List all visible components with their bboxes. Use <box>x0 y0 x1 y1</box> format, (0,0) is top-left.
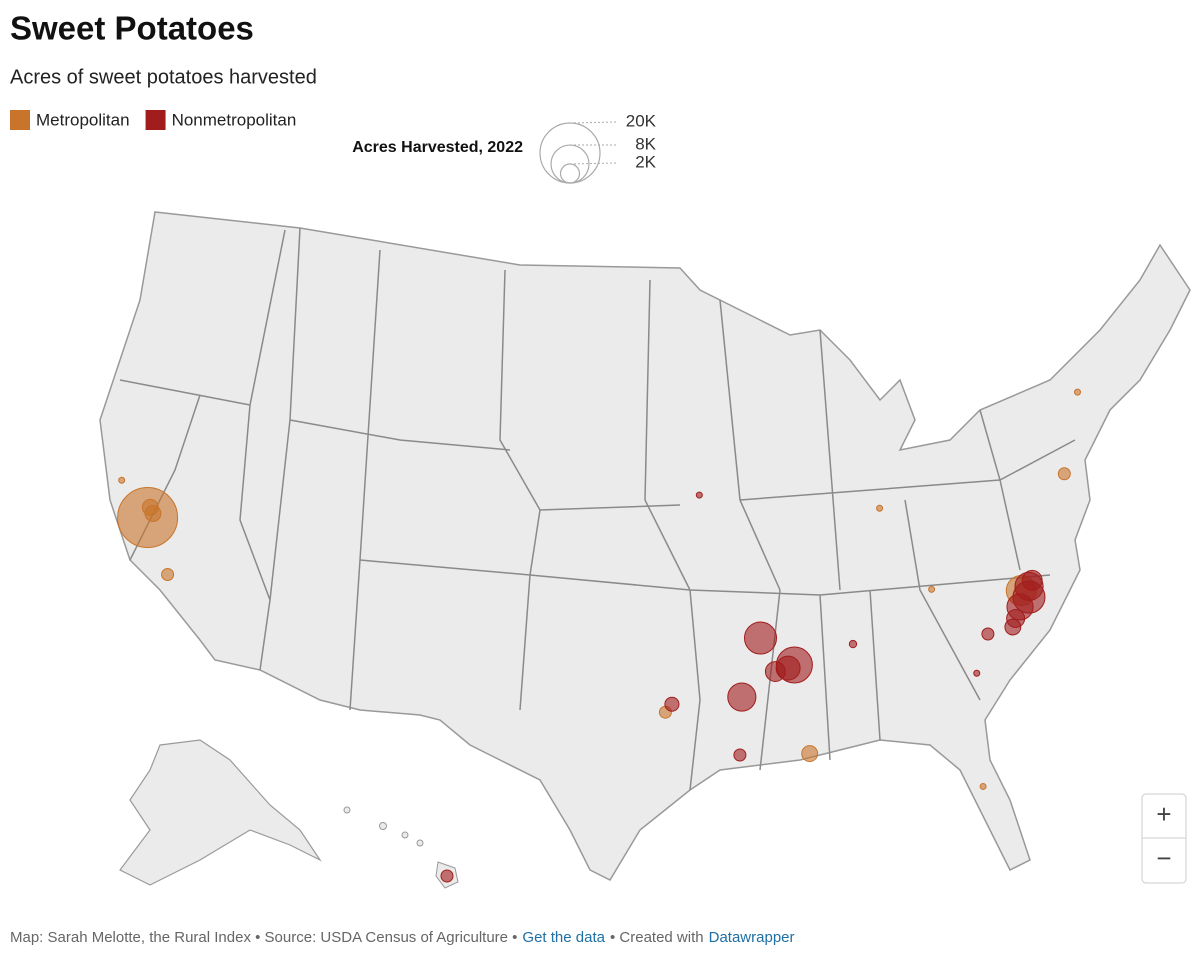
legend-label: Nonmetropolitan <box>172 110 297 129</box>
bubble <box>162 568 174 580</box>
size-legend-label: 2K <box>635 152 656 171</box>
bubble <box>849 640 856 647</box>
size-legend-circle <box>561 164 580 183</box>
bubble <box>1075 389 1081 395</box>
size-legend-leader <box>570 163 616 164</box>
size-legend-title: Acres Harvested, 2022 <box>352 139 523 156</box>
bubble <box>665 697 679 711</box>
bubble <box>145 506 161 522</box>
bubble <box>765 662 785 682</box>
legend-swatch <box>10 110 30 130</box>
bubble <box>1058 468 1070 480</box>
legend-swatch <box>146 110 166 130</box>
bubble <box>119 477 125 483</box>
size-legend-label: 20K <box>626 111 657 130</box>
size-legend-circle <box>540 123 600 183</box>
footer-text: • Created with <box>610 929 704 946</box>
bubble <box>982 628 994 640</box>
alaska <box>120 740 320 885</box>
bubble <box>441 870 453 882</box>
bubble <box>734 749 746 761</box>
size-legend-leader <box>570 122 616 123</box>
bubble <box>1005 619 1021 635</box>
bubble <box>980 783 986 789</box>
bubble <box>744 622 776 654</box>
size-legend-label: 8K <box>635 134 656 153</box>
footer-link[interactable]: Datawrapper <box>709 929 795 946</box>
zoom-button[interactable]: − <box>1156 843 1171 873</box>
bubble <box>1022 570 1042 590</box>
bubble <box>802 746 818 762</box>
legend-label: Metropolitan <box>36 110 130 129</box>
bubble <box>877 505 883 511</box>
bubble <box>929 586 935 592</box>
bubble <box>974 670 980 676</box>
bubble <box>728 683 756 711</box>
footer-text: Map: Sarah Melotte, the Rural Index • So… <box>10 929 517 946</box>
zoom-button[interactable]: + <box>1156 799 1171 829</box>
subtitle: Acres of sweet potatoes harvested <box>10 66 317 88</box>
contiguous-us <box>100 212 1190 880</box>
us-map <box>100 212 1190 888</box>
footer-link[interactable]: Get the data <box>522 929 605 946</box>
bubble <box>696 492 702 498</box>
title: Sweet Potatoes <box>10 10 254 47</box>
